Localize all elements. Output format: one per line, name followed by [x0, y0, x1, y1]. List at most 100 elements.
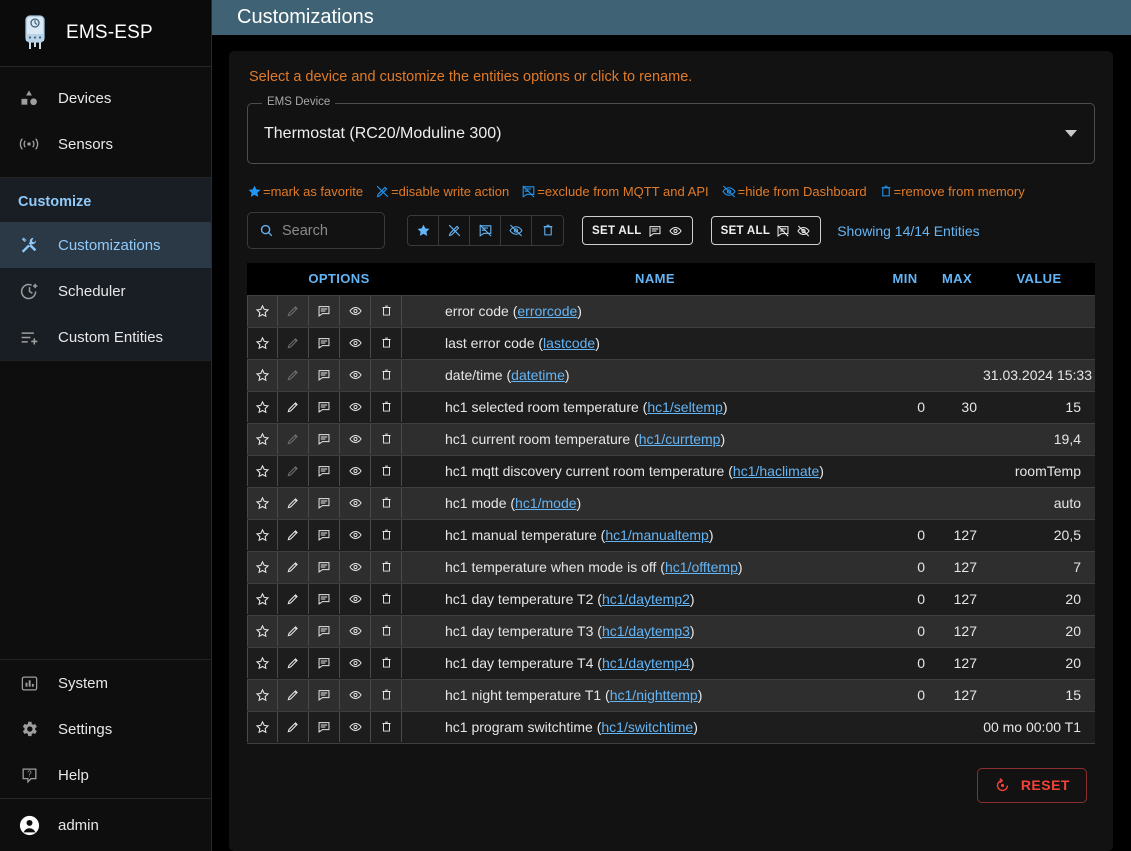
table-row[interactable]: hc1 day temperature T2 (hc1/daytemp2) 0 12… [247, 582, 1095, 616]
trash-icon-button[interactable] [371, 520, 402, 550]
table-row[interactable]: hc1 selected room temperature (hc1/selte… [247, 390, 1095, 424]
entity-key-link[interactable]: hc1/offtemp [664, 559, 738, 575]
sidebar-user[interactable]: admin [0, 798, 211, 851]
entity-key-link[interactable]: hc1/daytemp3 [601, 623, 690, 639]
eye-icon-button[interactable] [340, 584, 371, 614]
comment-icon-button[interactable] [309, 520, 340, 550]
table-row[interactable]: last error code (lastcode) [247, 326, 1095, 360]
trash-icon-button[interactable] [371, 552, 402, 582]
pencil-icon-button[interactable] [278, 616, 309, 646]
star-outline-icon-button[interactable] [247, 680, 278, 710]
entity-key-link[interactable]: hc1/currtemp [638, 431, 721, 447]
search-input[interactable]: Search [247, 212, 385, 249]
table-row[interactable]: hc1 night temperature T1 (hc1/nighttemp)… [247, 678, 1095, 712]
trash-icon-button[interactable] [371, 424, 402, 454]
star-outline-icon-button[interactable] [247, 552, 278, 582]
entity-key-link[interactable]: hc1/haclimate [732, 463, 820, 479]
star-outline-icon-button[interactable] [247, 712, 278, 742]
entity-key-link[interactable]: hc1/seltemp [647, 399, 723, 415]
entity-key-link[interactable]: lastcode [543, 335, 596, 351]
star-outline-icon-button[interactable] [247, 584, 278, 614]
comment-icon-button[interactable] [309, 680, 340, 710]
trash-icon-button[interactable] [371, 456, 402, 486]
eye-icon-button[interactable] [340, 552, 371, 582]
comment-icon-button[interactable] [309, 392, 340, 422]
comment-icon-button[interactable] [309, 456, 340, 486]
ems-device-select[interactable]: EMS Device Thermostat (RC20/Moduline 300… [247, 96, 1095, 164]
trash-icon-button[interactable] [371, 616, 402, 646]
table-row[interactable]: date/time (datetime) 31.03.2024 15:33 [247, 358, 1095, 392]
star-outline-icon-button[interactable] [247, 360, 278, 390]
eye-icon-button[interactable] [340, 648, 371, 678]
pencil-icon-button[interactable] [278, 680, 309, 710]
comment-icon-button[interactable] [309, 424, 340, 454]
sidebar-item-help[interactable]: ? Help [0, 752, 211, 798]
eye-icon-button[interactable] [340, 392, 371, 422]
comment-icon-button[interactable] [309, 712, 340, 742]
eye-icon-button[interactable] [340, 456, 371, 486]
comment-icon-button[interactable] [309, 488, 340, 518]
filter-exclude-mqtt-button[interactable] [470, 216, 501, 245]
table-row[interactable]: hc1 current room temperature (hc1/currte… [247, 422, 1095, 456]
entity-key-link[interactable]: datetime [511, 367, 565, 383]
sidebar-item-system[interactable]: System [0, 660, 211, 706]
trash-icon-button[interactable] [371, 584, 402, 614]
pencil-icon-button[interactable] [278, 488, 309, 518]
reset-button[interactable]: RESET [976, 767, 1087, 803]
star-outline-icon-button[interactable] [247, 424, 278, 454]
eye-icon-button[interactable] [340, 712, 371, 742]
sidebar-item-scheduler[interactable]: Scheduler [0, 268, 211, 314]
star-outline-icon-button[interactable] [247, 520, 278, 550]
trash-icon-button[interactable] [371, 712, 402, 742]
sidebar-item-sensors[interactable]: Sensors [0, 121, 211, 167]
sidebar-item-customizations[interactable]: Customizations [0, 222, 211, 268]
star-outline-icon-button[interactable] [247, 648, 278, 678]
pencil-icon-button[interactable] [278, 584, 309, 614]
comment-icon-button[interactable] [309, 360, 340, 390]
filter-hidden-button[interactable] [501, 216, 532, 245]
table-row[interactable]: hc1 mqtt discovery current room temperat… [247, 454, 1095, 488]
table-row[interactable]: hc1 temperature when mode is off (hc1/of… [247, 550, 1095, 584]
table-row[interactable]: hc1 mode (hc1/mode) auto [247, 486, 1095, 520]
trash-icon-button[interactable] [371, 296, 402, 326]
star-outline-icon-button[interactable] [247, 392, 278, 422]
trash-icon-button[interactable] [371, 360, 402, 390]
set-all-hidden-button[interactable]: SET ALL [710, 216, 822, 245]
table-row[interactable]: hc1 manual temperature (hc1/manualtemp) 0… [247, 518, 1095, 552]
trash-icon-button[interactable] [371, 680, 402, 710]
star-outline-icon-button[interactable] [247, 488, 278, 518]
chevron-down-icon[interactable] [1064, 129, 1078, 139]
comment-icon-button[interactable] [309, 552, 340, 582]
entity-key-link[interactable]: hc1/manualtemp [605, 527, 709, 543]
trash-icon-button[interactable] [371, 328, 402, 358]
trash-icon-button[interactable] [371, 392, 402, 422]
entity-key-link[interactable]: hc1/daytemp4 [601, 655, 690, 671]
comment-icon-button[interactable] [309, 328, 340, 358]
comment-icon-button[interactable] [309, 584, 340, 614]
comment-icon-button[interactable] [309, 296, 340, 326]
eye-icon-button[interactable] [340, 616, 371, 646]
entity-key-link[interactable]: hc1/nighttemp [609, 687, 698, 703]
entity-key-link[interactable]: hc1/daytemp2 [601, 591, 690, 607]
filter-deleted-button[interactable] [532, 216, 563, 245]
eye-icon-button[interactable] [340, 360, 371, 390]
star-outline-icon-button[interactable] [247, 328, 278, 358]
set-all-visible-button[interactable]: SET ALL [582, 216, 693, 245]
entity-key-link[interactable]: hc1/mode [515, 495, 577, 511]
table-row[interactable]: error code (errorcode) [247, 294, 1095, 328]
table-row[interactable]: hc1 day temperature T3 (hc1/daytemp3) 0 12… [247, 614, 1095, 648]
sidebar-item-devices[interactable]: Devices [0, 75, 211, 121]
trash-icon-button[interactable] [371, 648, 402, 678]
eye-icon-button[interactable] [340, 328, 371, 358]
sidebar-item-settings[interactable]: Settings [0, 706, 211, 752]
pencil-icon-button[interactable] [278, 648, 309, 678]
filter-readonly-button[interactable] [439, 216, 470, 245]
pencil-icon-button[interactable] [278, 712, 309, 742]
pencil-icon-button[interactable] [278, 392, 309, 422]
pencil-icon-button[interactable] [278, 520, 309, 550]
pencil-icon-button[interactable] [278, 552, 309, 582]
table-row[interactable]: hc1 day temperature T4 (hc1/daytemp4) 0 12… [247, 646, 1095, 680]
eye-icon-button[interactable] [340, 520, 371, 550]
star-outline-icon-button[interactable] [247, 296, 278, 326]
eye-icon-button[interactable] [340, 424, 371, 454]
